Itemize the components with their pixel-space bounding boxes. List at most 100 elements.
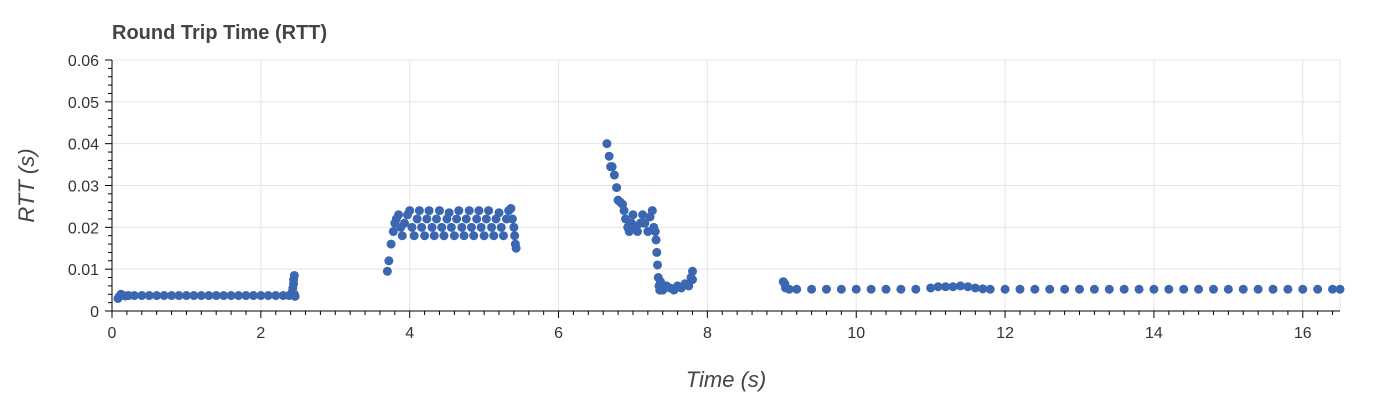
data-point bbox=[204, 291, 214, 301]
data-point bbox=[454, 206, 464, 216]
data-point bbox=[407, 222, 417, 232]
data-point bbox=[607, 162, 617, 172]
data-point bbox=[1268, 284, 1278, 294]
data-point bbox=[434, 206, 444, 216]
data-point bbox=[189, 291, 199, 301]
y-tick-label: 0 bbox=[90, 304, 99, 321]
axes: 0 2 4 6 8 10 12 14 16 0 0.01 0.02 0.03 0.04 0.05 0.06 bbox=[68, 53, 1340, 342]
data-point bbox=[394, 210, 404, 220]
data-point bbox=[290, 291, 300, 301]
data-point bbox=[494, 208, 504, 218]
data-point bbox=[1134, 284, 1144, 294]
data-point bbox=[422, 214, 432, 224]
data-point bbox=[807, 284, 817, 294]
data-point bbox=[241, 291, 251, 301]
x-axis-label: Time (s) bbox=[686, 367, 766, 392]
data-point bbox=[397, 231, 407, 241]
data-point bbox=[476, 222, 486, 232]
data-point bbox=[619, 206, 629, 216]
data-point bbox=[481, 214, 491, 224]
data-point bbox=[836, 284, 846, 294]
data-point bbox=[429, 231, 439, 241]
data-point bbox=[1149, 284, 1159, 294]
data-point bbox=[412, 214, 422, 224]
data-point bbox=[1208, 284, 1218, 294]
x-tick-label: 6 bbox=[554, 325, 563, 342]
data-point bbox=[784, 284, 794, 294]
data-point bbox=[985, 284, 995, 294]
data-point bbox=[604, 151, 614, 161]
data-point bbox=[211, 291, 221, 301]
data-point bbox=[382, 266, 392, 276]
data-point bbox=[1179, 284, 1189, 294]
data-point bbox=[489, 231, 499, 241]
data-point bbox=[1060, 284, 1070, 294]
data-point bbox=[792, 284, 802, 294]
data-point bbox=[498, 231, 508, 241]
data-point bbox=[612, 183, 622, 193]
x-tick-label: 8 bbox=[703, 325, 712, 342]
data-point bbox=[881, 284, 891, 294]
data-point bbox=[427, 222, 437, 232]
data-point bbox=[821, 284, 831, 294]
data-point bbox=[1119, 284, 1129, 294]
data-point bbox=[466, 222, 476, 232]
data-point bbox=[652, 247, 662, 257]
data-point bbox=[431, 214, 441, 224]
data-point bbox=[464, 206, 474, 216]
data-point bbox=[181, 291, 191, 301]
data-point bbox=[609, 170, 619, 180]
data-point bbox=[144, 291, 154, 301]
data-point bbox=[640, 218, 650, 228]
data-point bbox=[941, 282, 951, 292]
data-point bbox=[437, 222, 447, 232]
data-point bbox=[414, 206, 424, 216]
data-point bbox=[933, 282, 943, 292]
data-point bbox=[399, 218, 409, 228]
data-point bbox=[496, 222, 506, 232]
y-axis-label: RTT (s) bbox=[14, 148, 39, 222]
data-point bbox=[650, 227, 660, 237]
data-point bbox=[506, 204, 516, 214]
data-point bbox=[1298, 284, 1308, 294]
data-point bbox=[472, 214, 482, 224]
data-point bbox=[638, 210, 648, 220]
data-point bbox=[386, 239, 396, 249]
data-point bbox=[632, 227, 642, 237]
y-tick-label: 0.04 bbox=[68, 137, 99, 154]
data-point bbox=[896, 284, 906, 294]
x-tick-label: 14 bbox=[1145, 325, 1163, 342]
data-point bbox=[234, 291, 244, 301]
data-points bbox=[113, 139, 1345, 303]
data-point bbox=[1223, 284, 1233, 294]
data-point bbox=[688, 275, 698, 285]
data-point bbox=[449, 231, 459, 241]
data-point bbox=[424, 206, 434, 216]
data-point bbox=[388, 227, 398, 237]
data-point bbox=[955, 281, 965, 291]
x-tick-label: 4 bbox=[405, 325, 414, 342]
data-point bbox=[417, 222, 427, 232]
data-point bbox=[1238, 284, 1248, 294]
data-point bbox=[602, 139, 612, 149]
data-point bbox=[409, 231, 419, 241]
data-point bbox=[474, 206, 484, 216]
data-point bbox=[1283, 284, 1293, 294]
y-tick-label: 0.02 bbox=[68, 220, 99, 237]
data-point bbox=[1104, 284, 1114, 294]
data-point bbox=[688, 266, 698, 276]
data-point bbox=[1194, 284, 1204, 294]
data-point bbox=[647, 206, 657, 216]
y-tick-label: 0.03 bbox=[68, 179, 99, 196]
data-point bbox=[457, 222, 467, 232]
data-point bbox=[510, 231, 520, 241]
data-point bbox=[851, 284, 861, 294]
data-point bbox=[509, 222, 519, 232]
data-point bbox=[484, 206, 494, 216]
data-point bbox=[970, 283, 980, 293]
data-point bbox=[226, 291, 236, 301]
data-point bbox=[167, 291, 177, 301]
data-point bbox=[452, 214, 462, 224]
data-point bbox=[271, 291, 281, 301]
